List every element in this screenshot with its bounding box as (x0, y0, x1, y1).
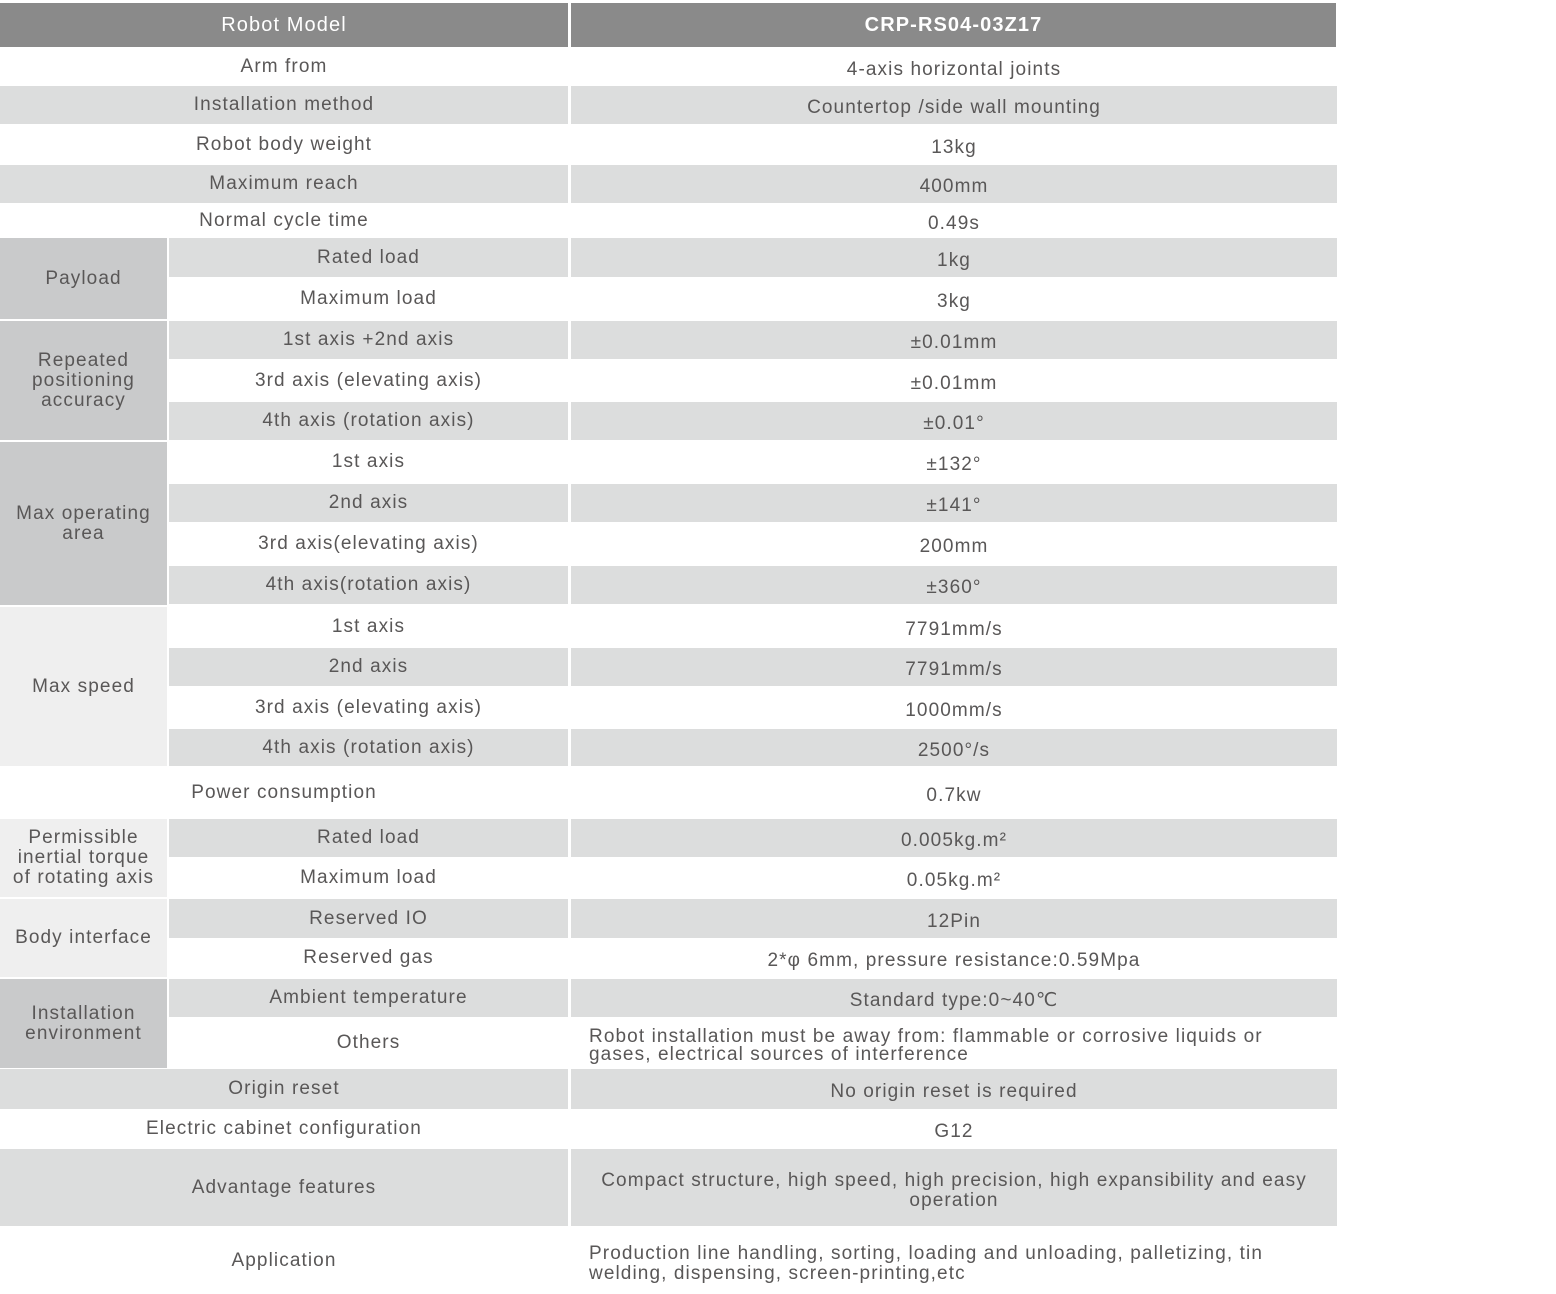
spec-label: Application (0, 1227, 568, 1294)
group-label: Permissible inertial torque of rotating … (0, 819, 167, 897)
spec-label: Power consumption (0, 767, 568, 818)
spec-value: 1000mm/s (571, 688, 1337, 727)
spec-sub-label: 3rd axis (elevating axis) (169, 688, 568, 727)
spec-value: ±360° (571, 566, 1337, 604)
spec-sub-label: 4th axis(rotation axis) (169, 566, 568, 604)
spec-label: Robot body weight (0, 125, 568, 164)
spec-value: 0.05kg.m² (571, 858, 1337, 897)
group-label: Installation environment (0, 979, 167, 1068)
group-label: Body interface (0, 899, 167, 977)
spec-value: 200mm (571, 523, 1337, 564)
spec-sub-label: Ambient temperature (169, 979, 568, 1017)
spec-value: ±141° (571, 484, 1337, 522)
spec-sub-label: 3rd axis (elevating axis) (169, 360, 568, 401)
spec-value: 13kg (571, 125, 1337, 164)
spec-value: ±132° (571, 442, 1337, 482)
spec-label: Origin reset (0, 1069, 568, 1109)
spec-value: Compact structure, high speed, high prec… (571, 1149, 1337, 1226)
spec-sub-label: Others (169, 1018, 568, 1068)
spec-value: Countertop /side wall mounting (571, 86, 1337, 124)
spec-sub-label: 1st axis +2nd axis (169, 321, 568, 359)
spec-label: Installation method (0, 86, 568, 124)
spec-value: No origin reset is required (571, 1069, 1337, 1109)
spec-value: 7791mm/s (571, 648, 1337, 686)
spec-sub-label: 4th axis (rotation axis) (169, 402, 568, 440)
header-model: CRP-RS04-03Z17 (571, 3, 1336, 47)
spec-value: Robot installation must be away from: fl… (571, 1018, 1337, 1068)
spec-sub-label: 2nd axis (169, 648, 568, 686)
spec-sub-label: Maximum load (169, 858, 568, 897)
spec-sub-label: Maximum load (169, 278, 568, 319)
spec-sub-label: Rated load (169, 819, 568, 857)
spec-value: 4-axis horizontal joints (571, 48, 1337, 85)
spec-value: 3kg (571, 278, 1337, 319)
spec-sub-label: 2nd axis (169, 484, 568, 522)
spec-value: 7791mm/s (571, 607, 1337, 646)
spec-value: 12Pin (571, 899, 1337, 938)
spec-sub-label: 1st axis (169, 607, 568, 646)
spec-value: 0.49s (571, 204, 1337, 237)
spec-value: 2500°/s (571, 729, 1337, 766)
spec-value: Production line handling, sorting, loadi… (571, 1227, 1337, 1294)
spec-label: Maximum reach (0, 165, 568, 203)
spec-label: Arm from (0, 48, 568, 85)
group-label: Max operating area (0, 442, 167, 605)
spec-value: 2*φ 6mm, pressure resistance:0.59Mpa (571, 939, 1337, 977)
group-label: Repeated positioning accuracy (0, 321, 167, 440)
spec-value: ±0.01mm (571, 360, 1337, 401)
group-label: Payload (0, 238, 167, 319)
spec-value: 1kg (571, 238, 1337, 277)
spec-sub-label: 1st axis (169, 442, 568, 482)
header-label: Robot Model (0, 3, 568, 47)
spec-label: Electric cabinet configuration (0, 1110, 568, 1148)
spec-value: G12 (571, 1110, 1337, 1148)
spec-sub-label: Reserved gas (169, 939, 568, 977)
spec-value: Standard type:0~40℃ (571, 979, 1337, 1017)
spec-label: Advantage features (0, 1149, 568, 1226)
spec-value: 0.005kg.m² (571, 819, 1337, 857)
spec-value: 400mm (571, 165, 1337, 203)
spec-value: ±0.01mm (571, 321, 1337, 359)
spec-value: 0.7kw (571, 767, 1337, 818)
spec-sub-label: Reserved IO (169, 899, 568, 938)
spec-label: Normal cycle time (0, 204, 568, 237)
spec-sub-label: Rated load (169, 238, 568, 277)
spec-sub-label: 4th axis (rotation axis) (169, 729, 568, 766)
spec-value: ±0.01° (571, 402, 1337, 440)
spec-sub-label: 3rd axis(elevating axis) (169, 523, 568, 564)
group-label: Max speed (0, 607, 167, 766)
